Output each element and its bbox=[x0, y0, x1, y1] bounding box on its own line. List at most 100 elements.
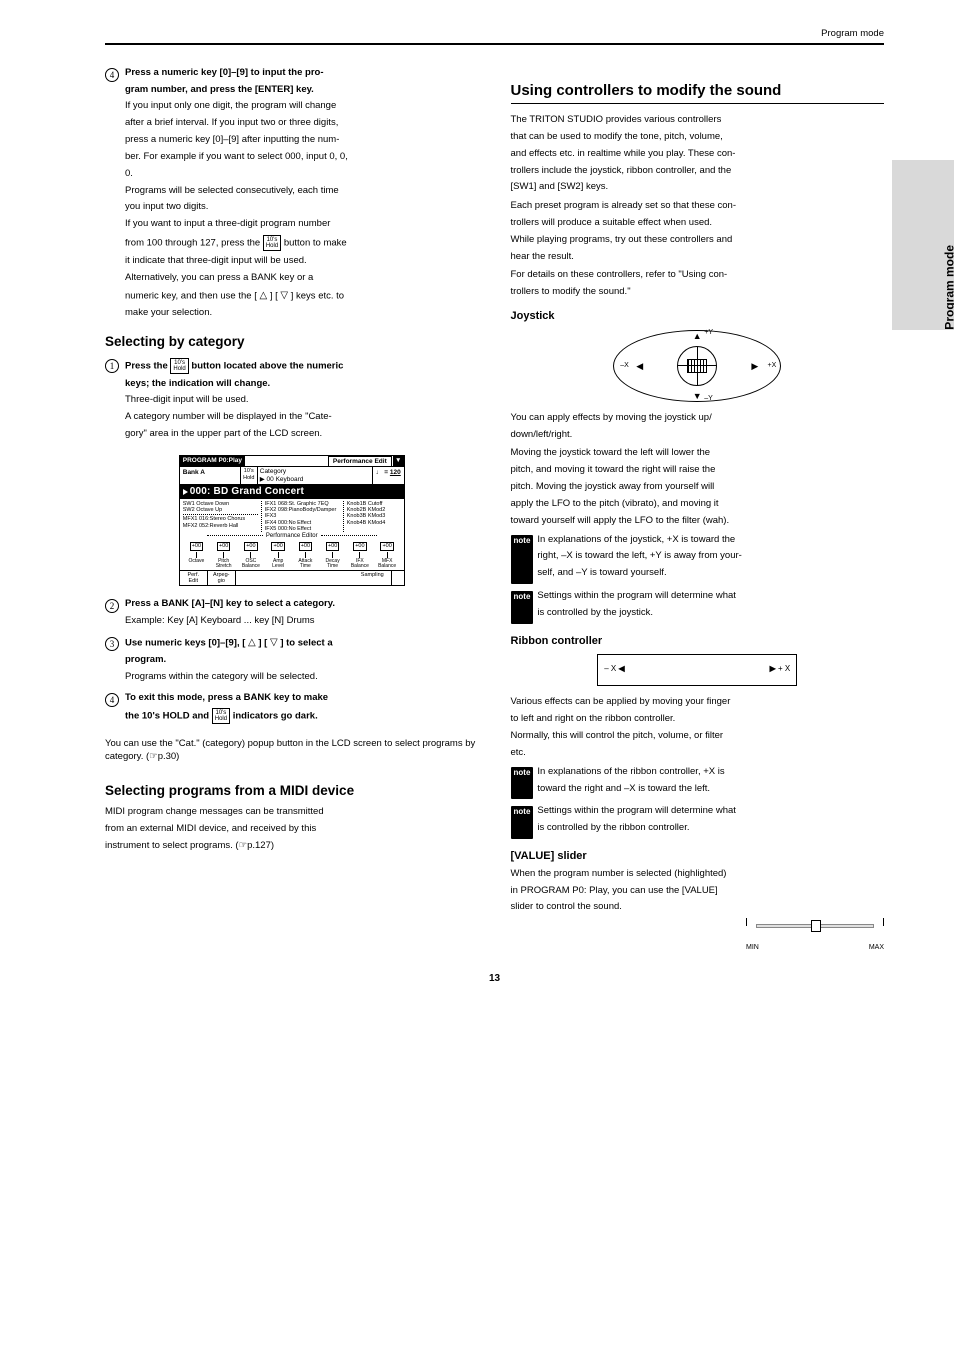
s4b-l2: the 10's HOLD and bbox=[125, 711, 212, 722]
lcd-program-name: 000: BD Grand Concert bbox=[180, 485, 404, 499]
ribbon-xminus: – X ◀ bbox=[604, 664, 624, 675]
s4a-l11: from 100 through 127, press the bbox=[125, 237, 263, 248]
lcd-sw2: SW2 Octave Up bbox=[183, 507, 258, 513]
right-column: Using controllers to modify the sound Th… bbox=[511, 67, 885, 946]
s3b-l1a: ] [ bbox=[258, 637, 267, 648]
step-number-1b: 1 bbox=[105, 359, 119, 373]
perf-val-0: +00 bbox=[190, 542, 203, 550]
rib-note1a: In explanations of the ribbon controller… bbox=[537, 766, 884, 779]
lcd-menu-arrow-icon: ▼ bbox=[392, 456, 404, 466]
step-1b: 1 Press the 10'sHold button located abov… bbox=[105, 358, 479, 445]
midi-l2: from an external MIDI device, and receiv… bbox=[105, 823, 316, 834]
s4a-l3: If you input only one digit, the program… bbox=[125, 100, 336, 111]
lcd-btab-sampling: Sampling bbox=[354, 571, 392, 586]
vs-l1: When the program number is selected (hig… bbox=[511, 868, 727, 879]
joy-note2a: Settings within the program will determi… bbox=[537, 590, 884, 603]
s1b-l3: Three-digit input will be used. bbox=[125, 394, 249, 405]
arrow-down-icon: ▼ bbox=[693, 390, 702, 402]
lcd-cat-label: Category bbox=[260, 468, 286, 475]
s1b-l1: Press the bbox=[125, 360, 170, 371]
rib-note2a: Settings within the program will determi… bbox=[537, 805, 884, 818]
s4a-l14b: ] keys etc. to bbox=[291, 290, 344, 301]
rib-note1b: toward the right and –X is toward the le… bbox=[537, 783, 884, 796]
midi-l3: instrument to select programs. (☞p.127) bbox=[105, 840, 274, 851]
s2b-l1: Press a BANK [A]–[N] key to select a cat… bbox=[125, 598, 335, 609]
lcd-tempo: ♩ = 120 bbox=[373, 467, 404, 484]
page: Program mode Program mode 4 Press a nume… bbox=[0, 0, 954, 1026]
s1b-l5: gory" area in the upper part of the LCD … bbox=[125, 428, 322, 439]
r-intro7: trollers will produce a suitable effect … bbox=[511, 217, 713, 228]
s4a-l8: Programs will be selected consecutively,… bbox=[125, 185, 339, 196]
play-triangle-icon bbox=[183, 489, 188, 495]
tens-hold-icon-2: 10'sHold bbox=[170, 358, 188, 374]
joy-l2: down/left/right. bbox=[511, 429, 573, 440]
s4a-l5: press a numeric key [0]–[9] after inputt… bbox=[125, 134, 339, 145]
joy-note1a: In explanations of the joystick, +X is t… bbox=[537, 534, 884, 547]
arrow-left-icon: ◀ bbox=[636, 360, 643, 372]
lcd-right-tab: Performance Edit bbox=[328, 456, 392, 466]
arrow-up-icon: ▲ bbox=[693, 330, 702, 342]
s4a-l15: make your selection. bbox=[125, 307, 212, 318]
s4b-l1: To exit this mode, press a BANK key to m… bbox=[125, 692, 328, 703]
s4b-l2b: indicators go dark. bbox=[233, 711, 318, 722]
joy-label-yminus: –Y bbox=[704, 394, 713, 403]
left-column: 4 Press a numeric key [0]–[9] to input t… bbox=[105, 67, 479, 946]
joystick-diagram: ▲ ▼ ◀ ▶ –X +X +Y –Y bbox=[612, 330, 782, 402]
joy-note1b: right, –X is toward the left, +Y is away… bbox=[537, 550, 884, 563]
r-intro9: hear the result. bbox=[511, 251, 574, 262]
lcd-tempo-label: ♩ = bbox=[376, 469, 388, 476]
side-tab: Program mode bbox=[892, 160, 954, 330]
s4a-l14a: ] [ bbox=[270, 290, 278, 301]
r-intro3: and effects etc. in realtime while you p… bbox=[511, 148, 736, 159]
joy-note2b: is controlled by the joystick. bbox=[537, 607, 884, 620]
step-number-4b: 4 bbox=[105, 693, 119, 707]
perf-val-5: +00 bbox=[326, 542, 339, 550]
vs-l3: slider to control the sound. bbox=[511, 901, 622, 912]
s4a-l9: you input two digits. bbox=[125, 201, 208, 212]
slider-min-label: MIN bbox=[746, 943, 759, 952]
note-badge-2: note bbox=[511, 591, 534, 624]
slider-max-label: MAX bbox=[869, 943, 884, 952]
controllers-heading: Using controllers to modify the sound bbox=[511, 81, 885, 101]
lcd-knob4: Knob4B KMod4 bbox=[347, 520, 401, 526]
joy-note1c: self, and –Y is toward yourself. bbox=[537, 567, 884, 580]
joy-l1: You can apply effects by moving the joys… bbox=[511, 412, 712, 423]
r-intro1: The TRITON STUDIO provides various contr… bbox=[511, 114, 722, 125]
lcd-mfx2: MFX2 052:Reverb Hall bbox=[183, 523, 258, 529]
side-tab-label: Program mode bbox=[942, 245, 954, 330]
r-intro5: [SW1] and [SW2] keys. bbox=[511, 181, 609, 192]
midi-l1: MIDI program change messages can be tran… bbox=[105, 806, 324, 817]
tens-hold-icon: 10'sHold bbox=[263, 235, 281, 251]
step-number-3b: 3 bbox=[105, 637, 119, 651]
lcd-ifx5: IFX5 000:No Effect bbox=[265, 526, 340, 532]
s1b-l4: A category number will be displayed in t… bbox=[125, 411, 332, 422]
r-intro6: Each preset program is already set so th… bbox=[511, 200, 736, 211]
down-triangle-icon: ▽ bbox=[280, 290, 288, 301]
s3b-l3: Programs within the category will be sel… bbox=[125, 671, 318, 682]
joy-label-yplus: +Y bbox=[704, 328, 713, 337]
perf-val-4: +00 bbox=[299, 542, 312, 550]
rib-l1: Various effects can be applied by moving… bbox=[511, 696, 731, 707]
s3b-l2: program. bbox=[125, 654, 166, 665]
r-intro11: trollers to modify the sound." bbox=[511, 286, 631, 297]
s4a-l1: Press a numeric key [0]–[9] to input the… bbox=[125, 67, 324, 78]
perf-val-7: +00 bbox=[380, 542, 393, 550]
lcd-bank: Bank A bbox=[180, 467, 240, 484]
lcd-hold: 10'sHold bbox=[240, 467, 258, 484]
header-rule bbox=[105, 43, 884, 45]
ribbon-xplus: ▶ + X bbox=[770, 664, 791, 675]
vs-l2: in PROGRAM P0: Play, you can use the [VA… bbox=[511, 885, 718, 896]
lcd-title-tab: PROGRAM P0:Play bbox=[180, 456, 245, 466]
rib-l3: Normally, this will control the pitch, v… bbox=[511, 730, 724, 741]
selecting-by-category-heading: Selecting by category bbox=[105, 333, 479, 351]
s2b-l2: Example: Key [A] Keyboard ... key [N] Dr… bbox=[125, 615, 315, 626]
cat-popup-intro: You can use the "Cat." (category) popup … bbox=[105, 738, 479, 764]
s4a-l2: gram number, and press the [ENTER] key. bbox=[125, 84, 314, 95]
s4a-l10: If you want to input a three-digit progr… bbox=[125, 218, 330, 229]
s3b-l1b: ] to select a bbox=[280, 637, 332, 648]
joy-l6: apply the LFO to the pitch (vibrato), an… bbox=[511, 498, 719, 509]
rib-note2b: is controlled by the ribbon controller. bbox=[537, 822, 884, 835]
s4a-l4: after a brief interval. If you input two… bbox=[125, 117, 338, 128]
lcd-perf-header: Performance Editor bbox=[180, 532, 404, 540]
lcd-btab-arp: Arpeg-gio bbox=[208, 571, 236, 586]
